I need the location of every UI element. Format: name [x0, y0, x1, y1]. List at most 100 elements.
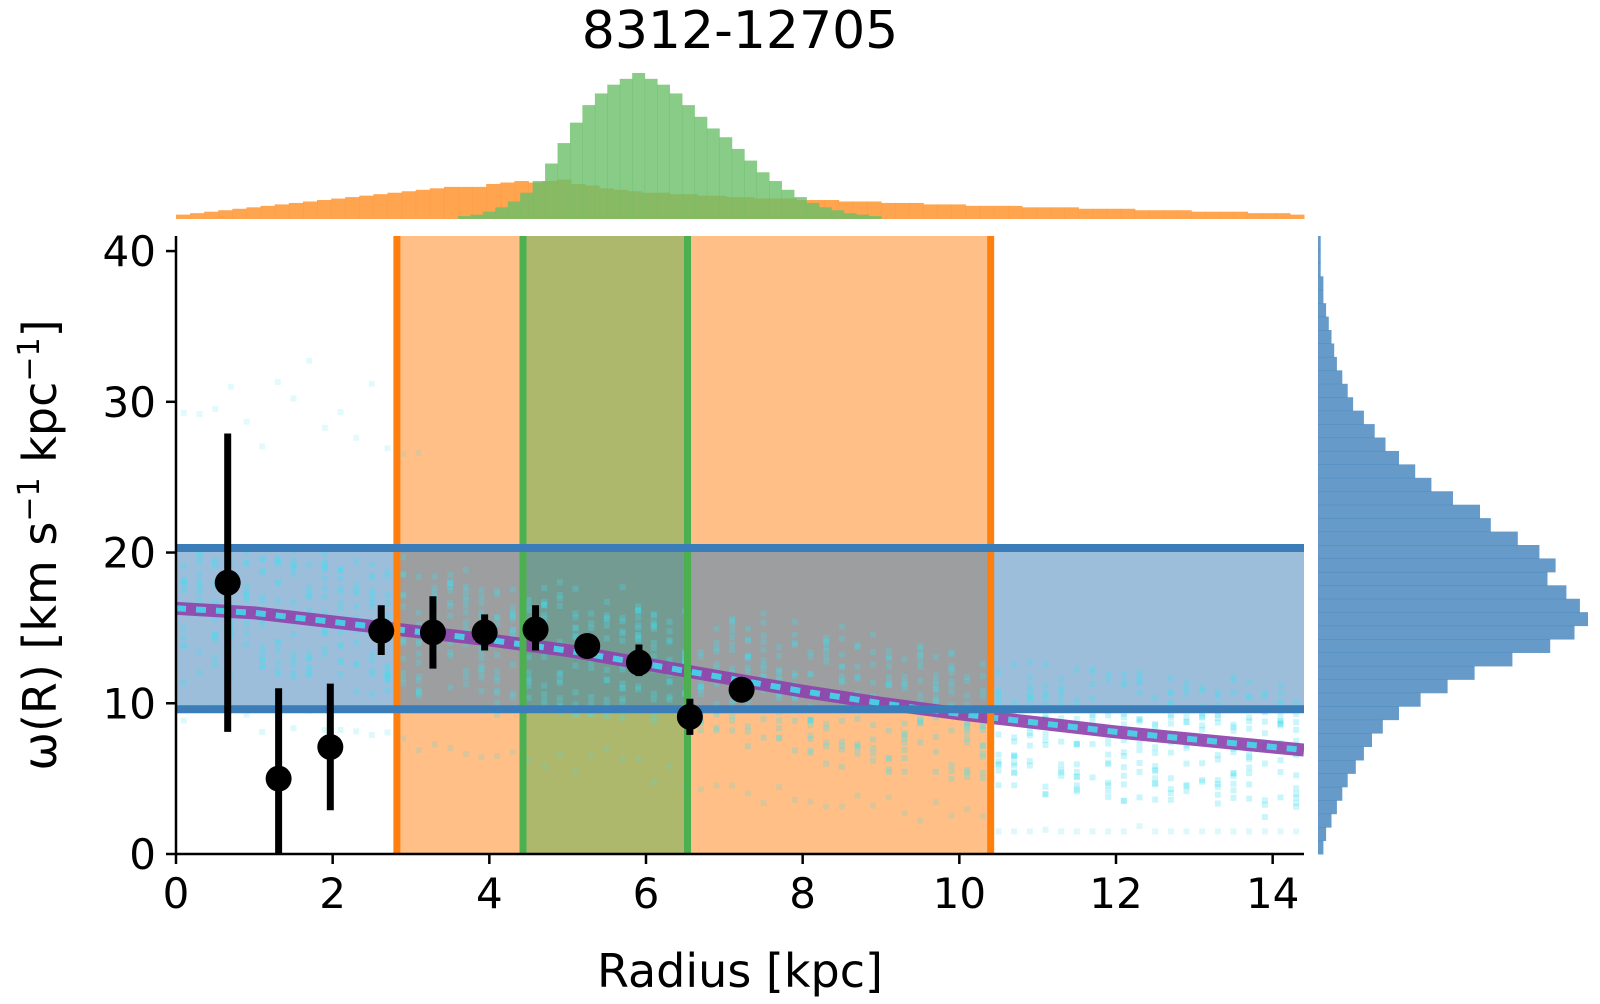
right-hist-bar [1318, 236, 1321, 250]
model-sample-dot [1183, 788, 1190, 795]
model-sample-dot [1277, 720, 1284, 727]
model-sample-dot [337, 629, 344, 636]
model-sample-dot [885, 682, 892, 689]
top-hist-bar [1219, 211, 1234, 219]
model-sample-dot [870, 679, 877, 686]
model-sample-dot [353, 728, 360, 735]
model-sample-dot [180, 577, 187, 584]
model-sample-dot [431, 589, 438, 596]
model-sample-dot [353, 603, 360, 610]
model-sample-dot [415, 659, 422, 666]
model-sample-dot [415, 621, 422, 628]
model-sample-dot [1152, 722, 1159, 729]
model-sample-dot [854, 744, 861, 751]
model-sample-dot [697, 649, 704, 656]
model-sample-dot [901, 656, 908, 663]
model-sample-dot [603, 612, 610, 619]
model-sample-dot [588, 624, 595, 631]
model-sample-dot [854, 643, 861, 650]
model-sample-dot [462, 641, 469, 648]
model-sample-dot [650, 619, 657, 626]
model-sample-dot [180, 579, 187, 586]
model-sample-dot [901, 674, 908, 681]
model-sample-dot [1293, 710, 1300, 717]
right-hist-bar [1318, 289, 1324, 304]
band-lines-layer [176, 236, 1304, 854]
right-hist-bar [1318, 383, 1348, 398]
model-sample-dot [776, 695, 783, 702]
model-sample-dot [541, 584, 548, 591]
model-sample-dot [979, 722, 986, 729]
model-sample-dot [478, 600, 485, 607]
model-sample-dot [274, 378, 281, 385]
model-sample-dot [1073, 828, 1080, 835]
model-sample-dot [1293, 737, 1300, 744]
model-sample-dot [823, 739, 830, 746]
model-sample-dot [259, 655, 266, 662]
model-sample-dot [791, 695, 798, 702]
y-tick-label: 0 [129, 830, 156, 879]
top-hist-bar [1289, 214, 1305, 219]
model-sample-dot [1136, 746, 1143, 753]
data-point [214, 569, 241, 596]
model-sample-dot [306, 664, 313, 671]
model-sample-dot [948, 762, 955, 769]
model-sample-dot [619, 618, 626, 625]
model-sample-dot [556, 602, 563, 609]
model-sample-dot [885, 679, 892, 686]
model-sample-dot [776, 717, 783, 724]
x-tick-label: 12 [1089, 869, 1142, 918]
chart-title: 8312-12705 [582, 1, 899, 61]
top-hist-bar [429, 188, 445, 219]
model-sample-dot [807, 649, 814, 656]
model-sample-dot [1089, 828, 1096, 835]
model-sample-dot [603, 677, 610, 684]
model-sample-dot [1011, 762, 1018, 769]
model-sample-dot [400, 655, 407, 662]
model-sample-dot [212, 631, 219, 638]
model-sample-dot [650, 612, 657, 619]
top-hist-bar [769, 181, 782, 219]
model-sample-dot [823, 658, 830, 665]
top-hist-bar [204, 211, 219, 219]
model-sample-dot [1120, 764, 1127, 771]
model-sample-dot [1246, 753, 1253, 760]
model-sample-dot [1230, 828, 1237, 835]
model-sample-dot [1246, 693, 1253, 700]
model-sample-dot [917, 664, 924, 671]
model-sample-dot [932, 681, 939, 688]
model-sample-dot [1026, 659, 1033, 666]
top-hist-bar [1022, 207, 1037, 219]
model-sample-dot [917, 720, 924, 727]
model-sample-dot [697, 727, 704, 734]
model-sample-dot [1199, 687, 1206, 694]
model-sample-dot [760, 646, 767, 653]
model-sample-dot [838, 651, 845, 658]
model-sample-dot [697, 786, 704, 793]
model-sample-dot [1230, 674, 1237, 681]
model-sample-dot [1136, 673, 1143, 680]
model-sample-dot [1120, 710, 1127, 717]
top-hist-bar [507, 201, 521, 219]
y-label-sup-1: −1 [12, 477, 47, 521]
top-hist-bar [806, 202, 820, 219]
model-sample-dot [791, 694, 798, 701]
model-sample-dot [1230, 749, 1237, 756]
model-sample-dot [1199, 722, 1206, 729]
model-sample-dot [917, 739, 924, 746]
model-sample-dot [838, 677, 845, 684]
model-sample-dot [1152, 744, 1159, 751]
model-sample-dot [1183, 782, 1190, 789]
model-sample-dot [838, 763, 845, 770]
model-sample-dot [525, 756, 532, 763]
right-hist-bar [1318, 719, 1383, 734]
model-sample-dot [854, 663, 861, 670]
model-sample-dot [1105, 779, 1112, 786]
model-sample-dot [603, 635, 610, 642]
model-sample-dot [713, 661, 720, 668]
model-sample-dot [870, 661, 877, 668]
right-hist-bar [1318, 639, 1551, 653]
model-sample-dot [901, 739, 908, 746]
model-sample-dot [807, 671, 814, 678]
model-sample-dot [494, 690, 501, 697]
